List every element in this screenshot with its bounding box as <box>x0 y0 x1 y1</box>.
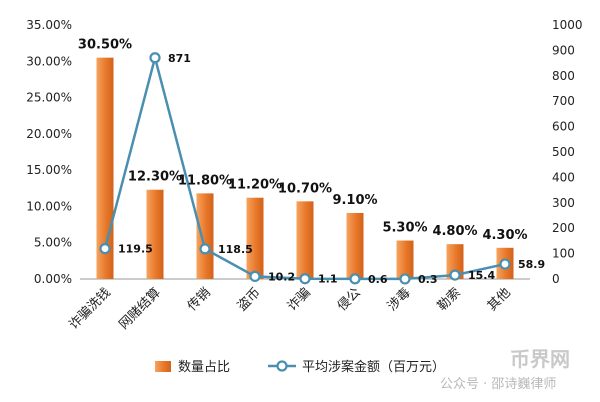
line-point <box>499 258 511 270</box>
y-left-tick-label: 20.00% <box>26 127 72 141</box>
line-point <box>399 273 411 285</box>
legend: 数量占比 平均涉案金额（百万元） <box>155 359 445 375</box>
line-data-label: 0.3 <box>418 273 438 286</box>
x-tick-label: 其他 <box>485 285 514 314</box>
y-left-tick-label: 30.00% <box>26 54 72 68</box>
line-data-label: 871 <box>168 52 191 65</box>
bar <box>196 193 214 279</box>
legend-line-label: 平均涉案金额（百万元） <box>302 359 445 375</box>
y-left-tick-label: 10.00% <box>26 199 72 213</box>
legend-line-marker <box>276 360 288 372</box>
line-data-label: 0.6 <box>368 273 388 286</box>
legend-bar-label: 数量占比 <box>178 360 230 375</box>
bar <box>346 212 364 279</box>
bar-data-label: 12.30% <box>128 170 182 185</box>
bar-data-label: 11.20% <box>228 178 282 193</box>
x-tick-label: 网赌结算 <box>116 285 163 332</box>
bar <box>446 244 464 279</box>
x-tick-label: 盗币 <box>234 285 264 315</box>
bar-data-label: 11.80% <box>178 173 232 188</box>
watermark-text: 公众号 · 邵诗巍律师 <box>440 377 556 392</box>
bar-series <box>96 57 514 280</box>
bar-data-label: 4.80% <box>432 224 477 239</box>
line-data-label: 119.5 <box>118 243 153 256</box>
line-point <box>449 269 461 281</box>
y-right-tick-label: 500 <box>552 145 575 159</box>
x-tick-label: 诈骗 <box>285 285 314 314</box>
y-left-tick-label: 15.00% <box>26 163 72 177</box>
bar <box>396 240 414 279</box>
line-point <box>249 270 261 283</box>
watermark: 币界网 公众号 · 邵诗巍律师 <box>440 347 570 392</box>
line-data-label: 15.4 <box>468 269 495 282</box>
line-point <box>349 273 361 285</box>
watermark-logo: 币界网 <box>510 347 570 371</box>
y-right-tick-label: 1000 <box>552 18 583 32</box>
line-point <box>299 273 311 285</box>
bar <box>146 189 164 279</box>
bar-data-label: 30.50% <box>78 38 132 53</box>
x-tick-label: 勒索 <box>435 285 464 314</box>
y-right-tick-label: 900 <box>552 43 575 57</box>
y-right-tick-label: 800 <box>552 69 575 83</box>
y-right-tick-label: 300 <box>552 196 575 210</box>
bar <box>296 201 314 279</box>
x-tick-label: 涉毒 <box>385 285 414 314</box>
y-right-tick-label: 0 <box>552 272 560 286</box>
data-labels: 30.50% 12.30%11.80%11.20%10.70%9.10% 5.30%… <box>78 38 545 286</box>
y-left-tick-label: 25.00% <box>26 91 72 105</box>
line-data-label: 118.5 <box>218 243 253 256</box>
legend-bar-swatch <box>155 361 171 372</box>
y-right-tick-label: 700 <box>552 94 575 108</box>
bar <box>96 57 114 280</box>
line-point <box>199 243 211 255</box>
line-point <box>99 243 111 255</box>
bar-data-label: 4.30% <box>482 228 527 243</box>
x-tick-label: 传销 <box>185 285 214 314</box>
y-right-tick-label: 100 <box>552 247 575 261</box>
y-right-tick-label: 200 <box>552 221 575 235</box>
bar <box>246 197 264 279</box>
line-point <box>149 52 161 64</box>
bar-data-label: 9.10% <box>332 193 377 208</box>
bar-data-label: 10.70% <box>278 181 332 196</box>
line-data-label: 10.2 <box>268 270 295 283</box>
line-data-label: 1.1 <box>318 273 338 286</box>
bar-data-label: 5.30% <box>382 221 427 236</box>
x-tick-label: 侵公 <box>334 285 364 315</box>
y-left-tick-label: 0.00% <box>34 272 72 286</box>
y-left-tick-label: 35.00% <box>26 18 72 32</box>
y-right-tick-label: 400 <box>552 170 575 184</box>
axes: 0.00% 5.00% 10.00% 15.00% 20.00% 25.00% 30.00%… <box>26 18 582 333</box>
y-left-tick-label: 5.00% <box>34 236 72 250</box>
y-right-tick-label: 600 <box>552 120 575 134</box>
line-data-label: 58.9 <box>518 258 545 271</box>
line-series <box>99 52 511 285</box>
x-tick-label: 诈骗洗钱 <box>66 285 113 332</box>
